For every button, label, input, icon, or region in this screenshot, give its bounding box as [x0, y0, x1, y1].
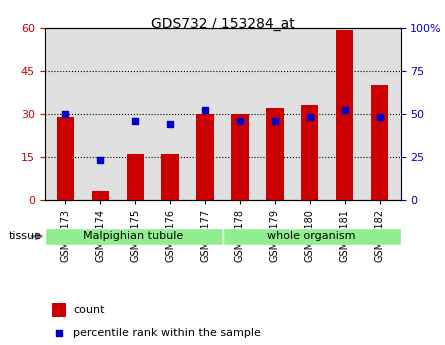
Bar — [57, 117, 74, 200]
Point — [271, 118, 279, 124]
Text: percentile rank within the sample: percentile rank within the sample — [73, 328, 261, 337]
Bar — [231, 114, 249, 200]
Text: tissue: tissue — [9, 231, 42, 241]
Bar — [52, 304, 66, 317]
Bar — [371, 85, 388, 200]
Point — [55, 330, 62, 335]
Text: count: count — [73, 305, 105, 315]
Text: GDS732 / 153284_at: GDS732 / 153284_at — [150, 17, 295, 31]
Point — [62, 111, 69, 117]
Point — [97, 158, 104, 163]
Point — [132, 118, 139, 124]
Bar — [336, 30, 353, 200]
Point — [166, 121, 174, 127]
Bar — [162, 154, 179, 200]
Bar — [301, 105, 319, 200]
Bar — [126, 154, 144, 200]
Point — [202, 108, 209, 113]
Text: whole organism: whole organism — [267, 231, 356, 241]
Bar — [266, 108, 283, 200]
Point — [376, 115, 383, 120]
Bar — [92, 191, 109, 200]
FancyBboxPatch shape — [222, 228, 400, 245]
Bar — [196, 114, 214, 200]
FancyBboxPatch shape — [44, 228, 222, 245]
Point — [236, 118, 243, 124]
Point — [341, 108, 348, 113]
Point — [306, 115, 313, 120]
Text: Malpighian tubule: Malpighian tubule — [83, 231, 184, 241]
